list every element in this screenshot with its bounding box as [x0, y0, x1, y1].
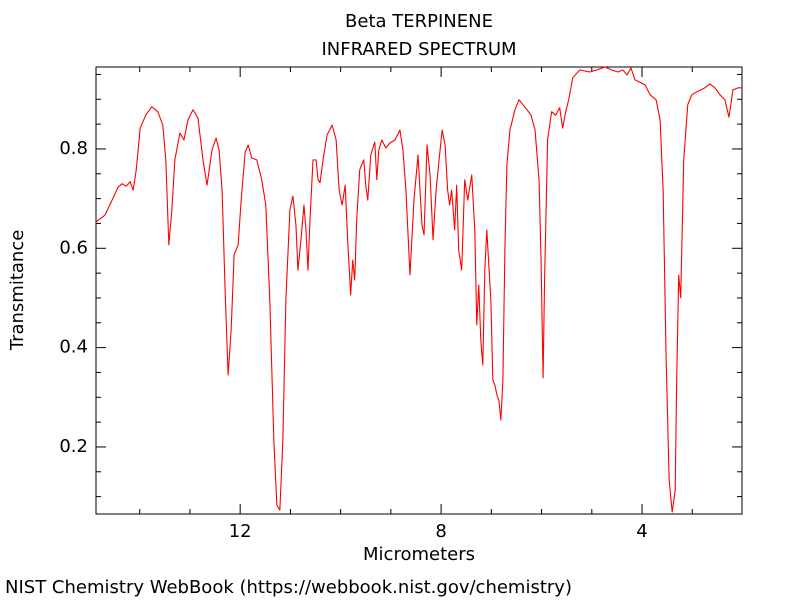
footer: NIST Chemistry WebBook (https://webbook.… [5, 577, 572, 598]
x-tick-label: 8 [435, 521, 446, 542]
spectrum-line [95, 66, 742, 513]
y-tick-label: 0.4 [59, 337, 88, 358]
y-axis-label: Transmitance [7, 230, 28, 352]
y-tick-label: 0.6 [59, 237, 88, 258]
x-axis-label: Micrometers [363, 544, 475, 565]
chart-title: Beta TERPINENE [345, 11, 493, 32]
x-tick-label: 4 [636, 521, 647, 542]
y-tick-label: 0.2 [59, 436, 88, 457]
chart-subtitle: INFRARED SPECTRUM [321, 39, 516, 60]
y-tick-label: 0.8 [59, 138, 88, 159]
plot-frame [95, 66, 743, 515]
x-tick-label: 12 [229, 521, 252, 542]
